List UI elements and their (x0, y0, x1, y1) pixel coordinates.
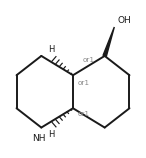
Text: H: H (48, 45, 54, 54)
Text: OH: OH (117, 16, 131, 25)
Text: NH: NH (32, 134, 45, 143)
Text: or1: or1 (83, 57, 95, 63)
Polygon shape (103, 27, 114, 56)
Text: H: H (48, 130, 54, 139)
Text: or1: or1 (77, 111, 89, 117)
Text: or1: or1 (77, 80, 89, 86)
